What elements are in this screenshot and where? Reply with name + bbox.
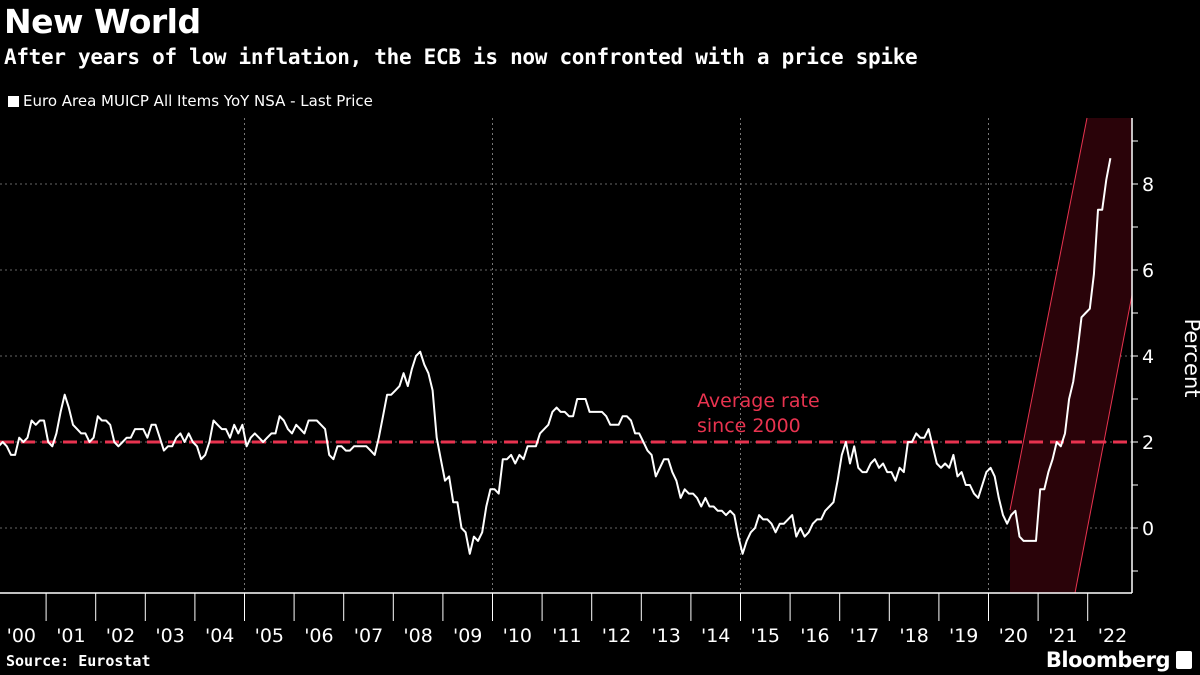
x-tick-label: '00 <box>7 625 36 647</box>
average-label-line: since 2000 <box>697 415 801 437</box>
highlight-band-upper-edge <box>1009 117 1088 511</box>
series-group <box>0 158 1112 555</box>
x-tick-label: '10 <box>503 625 532 647</box>
x-tick-label: '01 <box>56 625 85 647</box>
x-tick-label: '17 <box>850 625 879 647</box>
x-tick-label: '12 <box>602 625 631 647</box>
y-tick-label: 0 <box>1142 518 1154 540</box>
x-tick-label: '11 <box>552 625 581 647</box>
legend: Euro Area MUICP All Items YoY NSA - Last… <box>8 92 373 110</box>
y-axis-label: Percent <box>1180 318 1200 397</box>
x-tick-label: '04 <box>205 625 234 647</box>
average-line-group: Average rate since 2000 <box>0 390 1132 444</box>
highlight-band <box>1009 117 1133 594</box>
gridlines <box>0 118 1132 593</box>
x-tick-label: '18 <box>899 625 928 647</box>
chart-title: New World <box>4 2 201 41</box>
y-tick-label: 6 <box>1142 260 1154 282</box>
x-tick-label: '19 <box>949 625 978 647</box>
x-tick-label: '06 <box>304 625 333 647</box>
x-tick-label: '15 <box>751 625 780 647</box>
chart-subtitle: After years of low inflation, the ECB is… <box>4 45 918 69</box>
x-tick-label: '20 <box>999 625 1028 647</box>
x-tick-label: '05 <box>255 625 284 647</box>
brand-name: Bloomberg <box>1045 648 1171 672</box>
x-tick-label: '07 <box>354 625 383 647</box>
x-tick-label: '22 <box>1098 625 1127 647</box>
highlight-band-fill <box>1010 118 1132 593</box>
x-tick-label: '03 <box>155 625 184 647</box>
legend-label: Euro Area MUICP All Items YoY NSA - Last… <box>23 92 373 110</box>
x-tick-label: '21 <box>1048 625 1077 647</box>
bloomberg-logo: Bloomberg <box>1046 648 1192 672</box>
axes: 0 2 4 6 8 '00 '01 '02 '03 '04 '05 '06 '07 '08 '09 '10 '1… <box>0 118 1200 647</box>
highlight-band-lower-edge <box>1074 294 1133 594</box>
y-tick-label: 2 <box>1142 432 1154 454</box>
legend-swatch <box>8 95 19 107</box>
source-note: Source: Eurostat <box>6 652 151 670</box>
x-tick-label: '09 <box>453 625 482 647</box>
bloomberg-chart-icon <box>1176 651 1192 669</box>
average-label-line: Average rate <box>697 390 820 412</box>
x-tick-label: '16 <box>800 625 829 647</box>
inflation-line <box>0 158 1112 555</box>
x-tick-label: '13 <box>651 625 680 647</box>
y-tick-label: 8 <box>1142 174 1154 196</box>
x-tick-label: '14 <box>701 625 730 647</box>
y-tick-label: 4 <box>1142 346 1154 368</box>
x-tick-label: '08 <box>403 625 432 647</box>
x-tick-label: '02 <box>106 625 135 647</box>
